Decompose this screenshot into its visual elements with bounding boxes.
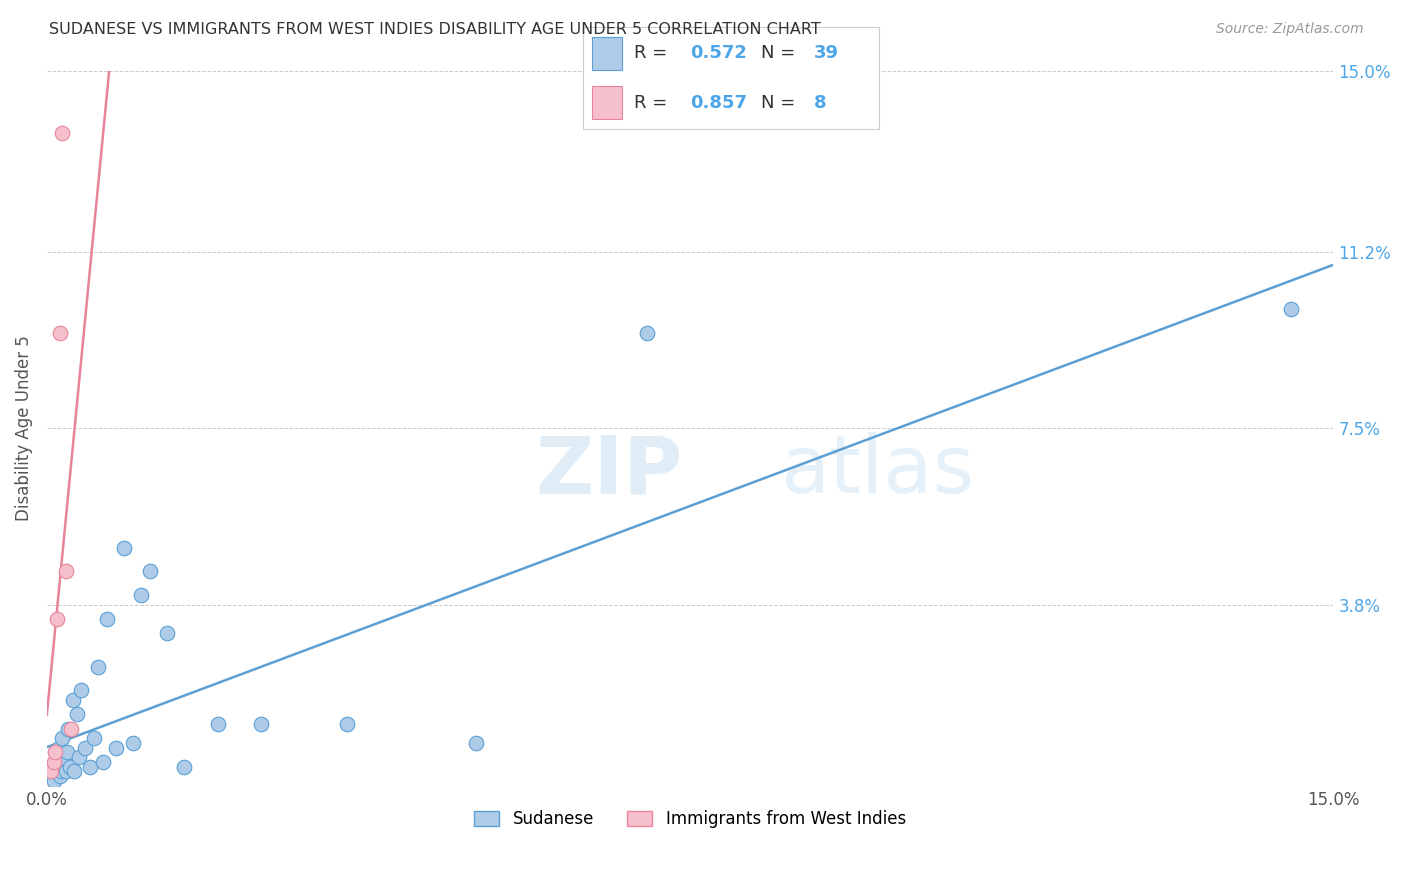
Point (42, 774, 65, 789)
Text: R =: R = (634, 45, 672, 62)
Point (59, 760, 82, 774)
Point (464, 736, 486, 750)
Point (55, 565, 77, 579)
Point (91, 755, 114, 769)
Point (173, 760, 195, 774)
Point (39, 764, 62, 779)
Point (207, 716, 229, 731)
Text: N =: N = (761, 94, 800, 112)
Point (636, 326, 658, 340)
Text: Source: ZipAtlas.com: Source: ZipAtlas.com (1216, 22, 1364, 37)
Point (48, 740, 70, 755)
Point (51, 731, 73, 746)
Point (46, 760, 69, 774)
Point (48, 769, 70, 783)
Text: 8: 8 (814, 94, 827, 112)
FancyBboxPatch shape (592, 37, 621, 70)
Text: 0.572: 0.572 (690, 45, 747, 62)
Point (96, 612, 118, 626)
Point (49, 750, 72, 764)
FancyBboxPatch shape (583, 27, 879, 129)
Point (44, 764, 66, 779)
Point (1279, 302, 1302, 317)
Point (69, 750, 91, 764)
Point (59, 722, 82, 736)
Point (48, 326, 70, 340)
Point (46, 755, 69, 769)
FancyBboxPatch shape (592, 87, 621, 119)
Point (58, 722, 80, 736)
Point (121, 736, 143, 750)
Point (104, 740, 127, 755)
Point (129, 588, 152, 602)
Text: SUDANESE VS IMMIGRANTS FROM WEST INDIES DISABILITY AGE UNDER 5 CORRELATION CHART: SUDANESE VS IMMIGRANTS FROM WEST INDIES … (49, 22, 821, 37)
Point (336, 716, 359, 731)
Point (55, 764, 77, 779)
Point (156, 626, 179, 640)
Point (39, 769, 62, 783)
Point (51, 126, 73, 140)
Text: 0.857: 0.857 (690, 94, 747, 112)
Text: R =: R = (634, 94, 672, 112)
Point (46, 612, 69, 626)
Text: atlas: atlas (780, 433, 974, 510)
Point (66, 707, 89, 722)
Text: ZIP: ZIP (536, 433, 683, 510)
Point (112, 541, 135, 555)
Point (51, 764, 73, 779)
Point (70, 683, 93, 698)
Point (56, 746, 79, 760)
Point (139, 565, 162, 579)
Legend: Sudanese, Immigrants from West Indies: Sudanese, Immigrants from West Indies (468, 804, 912, 835)
Point (42, 755, 65, 769)
Point (63, 764, 86, 779)
Point (53, 755, 76, 769)
Text: 39: 39 (814, 45, 839, 62)
Y-axis label: Disability Age Under 5: Disability Age Under 5 (15, 335, 32, 521)
Point (75, 740, 97, 755)
Point (44, 746, 66, 760)
Point (250, 716, 273, 731)
Point (87, 659, 110, 673)
Point (83, 731, 105, 746)
Text: N =: N = (761, 45, 800, 62)
Point (79, 760, 101, 774)
Point (62, 693, 84, 707)
